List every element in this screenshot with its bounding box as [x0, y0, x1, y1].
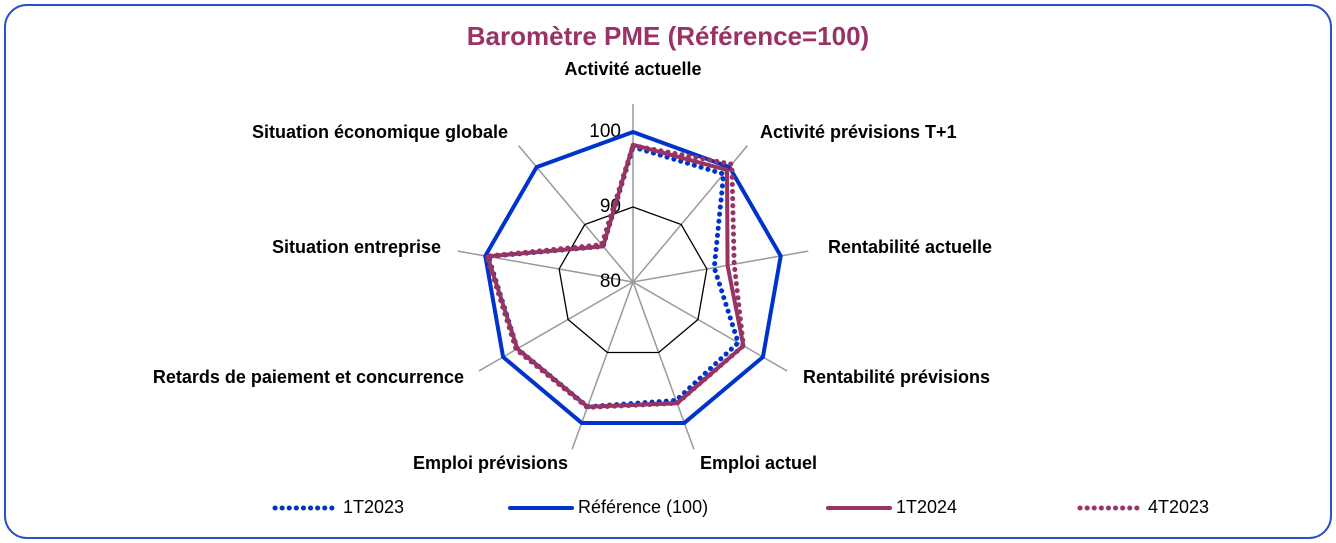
category-label: Activité actuelle — [564, 59, 701, 79]
category-label: Retards de paiement et concurrence — [153, 367, 464, 387]
series-line — [484, 143, 746, 410]
legend-label: 1T2024 — [896, 497, 957, 517]
category-label: Situation économique globale — [252, 122, 508, 142]
category-label: Emploi actuel — [700, 453, 817, 473]
category-label: Situation entreprise — [272, 237, 441, 257]
grid-ring — [558, 206, 708, 354]
r-tick-label: 100 — [589, 121, 621, 142]
category-label: Emploi prévisions — [413, 453, 568, 473]
legend-label: 1T2023 — [343, 497, 404, 517]
chart-title: Baromètre PME (Référence=100) — [467, 21, 869, 51]
legend-label: Référence (100) — [578, 497, 708, 517]
r-tick-label: 80 — [600, 271, 621, 292]
legend-label: 4T2023 — [1148, 497, 1209, 517]
category-label: Rentabilité actuelle — [828, 237, 992, 257]
chart-frame — [4, 4, 1332, 539]
series-line — [483, 130, 783, 425]
category-label: Rentabilité prévisions — [803, 367, 990, 387]
category-label: Activité prévisions T+1 — [760, 122, 957, 142]
